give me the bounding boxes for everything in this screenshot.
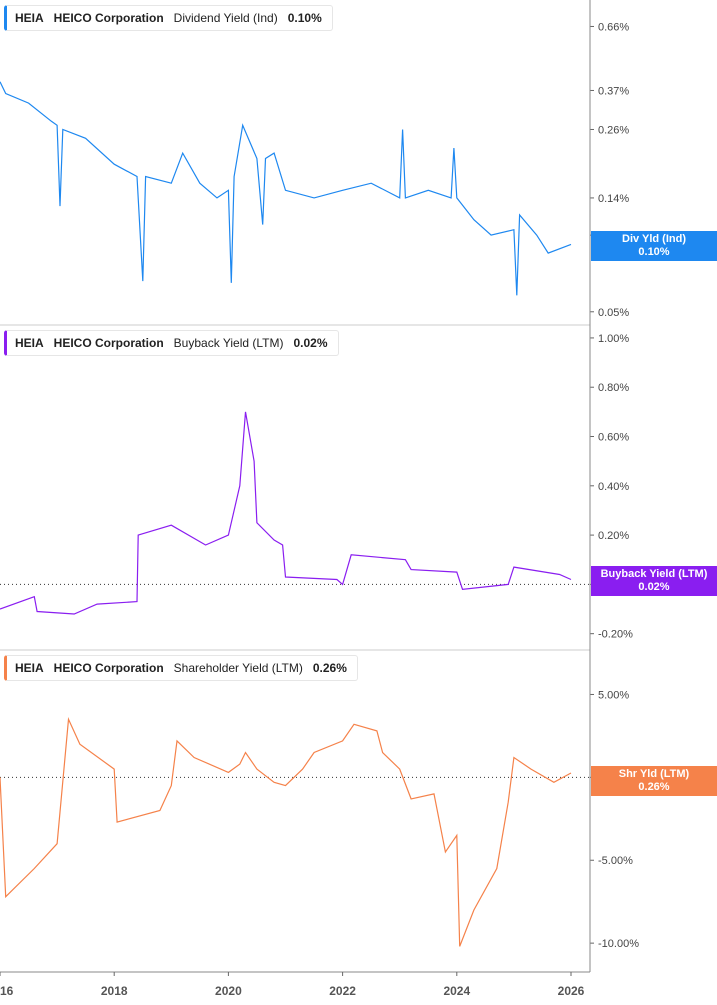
y-tick-label: 0.26% [598, 124, 629, 136]
series-line-0 [0, 81, 572, 296]
y-tick-label: 5.00% [598, 689, 629, 701]
tag-value: 0.02% [638, 581, 670, 593]
legend-buyback: HEIA HEICO Corporation Buyback Yield (LTM)… [4, 330, 339, 356]
y-tick-label: 0.14% [598, 193, 629, 205]
y-tick-label: 1.00% [598, 333, 629, 345]
company: HEICO Corporation [53, 661, 164, 675]
x-tick-label: 2020 [215, 984, 242, 998]
tag-shareholder: Shr Yld (LTM) 0.26% [591, 766, 717, 796]
value: 0.02% [293, 336, 328, 350]
y-tick-label: 0.60% [598, 432, 629, 444]
y-tick-label: 0.05% [598, 307, 629, 319]
series-line-2 [0, 717, 572, 947]
tag-value: 0.10% [638, 246, 670, 258]
tag-label: Shr Yld (LTM) [618, 768, 690, 780]
ticker: HEIA [15, 11, 44, 25]
y-tick-label: 0.37% [598, 85, 629, 97]
tag-label: Buyback Yield (LTM) [600, 568, 708, 580]
legend-shareholder: HEIA HEICO Corporation Shareholder Yield (… [4, 655, 358, 681]
metric: Shareholder Yield (LTM) [173, 661, 303, 675]
metric: Dividend Yield (Ind) [173, 11, 278, 25]
y-tick-label: 0.20% [598, 530, 629, 542]
y-tick-label: -0.20% [598, 629, 633, 641]
x-tick-label: 2018 [101, 984, 128, 998]
series-line-1 [0, 411, 572, 615]
y-tick-label: -10.00% [598, 938, 639, 950]
tag-value: 0.26% [638, 781, 670, 793]
tag-buyback: Buyback Yield (LTM) 0.02% [591, 566, 717, 596]
company: HEICO Corporation [53, 336, 164, 350]
value: 0.26% [312, 661, 347, 675]
y-tick-label: 0.80% [598, 382, 629, 394]
x-tick-label: 2022 [329, 984, 356, 998]
tag-label: Div Yld (Ind) [622, 233, 686, 245]
value: 0.10% [287, 11, 322, 25]
y-tick-label: 0.40% [598, 481, 629, 493]
metric: Buyback Yield (LTM) [173, 336, 284, 350]
x-tick-label: 2016 [0, 984, 14, 998]
ticker: HEIA [15, 661, 44, 675]
legend-dividend: HEIA HEICO Corporation Dividend Yield (Ind… [4, 5, 333, 31]
x-tick-label: 2026 [558, 984, 585, 998]
ticker: HEIA [15, 336, 44, 350]
tag-dividend: Div Yld (Ind) 0.10% [591, 231, 717, 261]
x-tick-label: 2024 [443, 984, 470, 998]
company: HEICO Corporation [53, 11, 164, 25]
y-tick-label: 0.66% [598, 21, 629, 33]
y-tick-label: -5.00% [598, 855, 633, 867]
